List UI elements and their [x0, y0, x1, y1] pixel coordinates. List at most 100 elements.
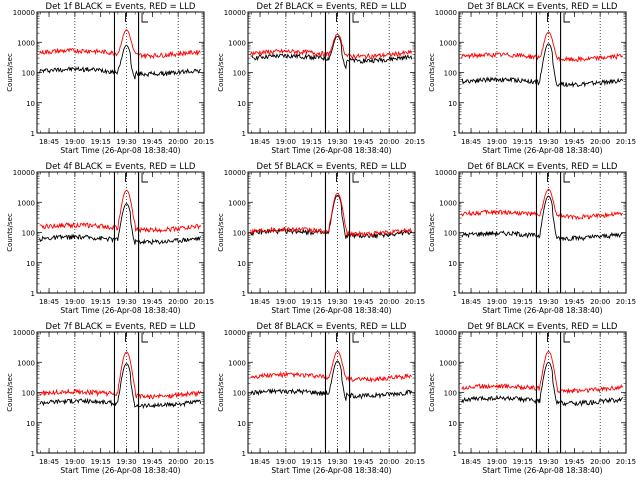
y-tick-label: 10000: [13, 9, 35, 17]
y-tick-label: 100: [444, 70, 457, 78]
y-tick-label: 100: [22, 70, 35, 78]
x-tick-label: 20:00: [168, 458, 188, 466]
x-tick-label: 20:15: [194, 298, 214, 306]
y-tick-label: 10000: [435, 329, 457, 337]
x-tick-label: 18:45: [39, 298, 59, 306]
x-tick-label: 19:30: [327, 138, 347, 146]
x-tick-label: 18:45: [250, 298, 270, 306]
bracket-mark: [352, 173, 360, 183]
y-tick-label: 100: [22, 390, 35, 398]
bracket-mark: [563, 333, 571, 343]
x-tick-label: 19:15: [513, 458, 533, 466]
bracket-mark: [141, 173, 149, 183]
x-axis-label: Start Time (26-Apr-08 18:38:40): [271, 146, 391, 155]
y-tick-label: 1: [453, 130, 457, 138]
x-tick-label: 19:00: [65, 458, 85, 466]
y-tick-label: 1000: [17, 39, 35, 47]
plot-frame: [247, 11, 416, 134]
series-line-lld: [250, 33, 413, 60]
x-tick-label: 20:15: [194, 458, 214, 466]
x-tick-label: 20:00: [168, 138, 188, 146]
plot-frame: [458, 11, 627, 134]
chart-title: Det 9f BLACK = Events, RED = LLD: [468, 322, 618, 332]
y-tick-label: 1: [31, 450, 35, 458]
chart-panel-2: Det 2f BLACK = Events, RED = LLD Counts/s…: [217, 2, 425, 155]
x-tick-label: 19:45: [564, 458, 584, 466]
x-tick-label: 20:15: [405, 138, 425, 146]
x-axis-label: Start Time (26-Apr-08 18:38:40): [482, 466, 602, 475]
plot-frame: [458, 331, 627, 454]
bracket-mark: [563, 13, 571, 23]
y-axis-label: Counts/sec: [217, 213, 225, 252]
x-tick-label: 19:00: [487, 298, 507, 306]
series-line-events: [39, 363, 202, 410]
y-tick-label: 100: [444, 230, 457, 238]
chart-panel-3: Det 3f BLACK = Events, RED = LLD Counts/s…: [428, 2, 636, 155]
x-tick-label: 19:45: [564, 298, 584, 306]
x-tick-label: 18:45: [39, 458, 59, 466]
x-tick-label: 19:15: [302, 298, 322, 306]
plot-frame: [247, 171, 416, 294]
y-tick-label: 10: [26, 260, 35, 268]
x-tick-label: 19:15: [513, 298, 533, 306]
y-tick-label: 10000: [13, 169, 35, 177]
series-line-lld: [250, 192, 413, 238]
x-tick-label: 20:15: [405, 298, 425, 306]
y-tick-label: 10: [26, 420, 35, 428]
chart-panel-9: Det 9f BLACK = Events, RED = LLD Counts/s…: [428, 322, 636, 475]
x-tick-label: 19:30: [116, 138, 136, 146]
chart-panel-4: Det 4f BLACK = Events, RED = LLD Counts/s…: [6, 162, 214, 315]
plot-frame: [247, 331, 416, 454]
series-line-lld: [461, 31, 624, 63]
x-tick-label: 19:15: [302, 458, 322, 466]
x-tick-label: 19:30: [538, 458, 558, 466]
x-tick-label: 18:45: [250, 138, 270, 146]
x-tick-label: 19:00: [487, 138, 507, 146]
plot-frame: [36, 171, 205, 294]
plot-frame: [36, 11, 205, 134]
x-tick-label: 19:30: [538, 138, 558, 146]
x-tick-label: 19:45: [142, 138, 162, 146]
y-axis-label: Counts/sec: [428, 213, 436, 252]
plot-frame: [458, 171, 627, 294]
y-tick-label: 10: [237, 100, 246, 108]
y-tick-label: 10: [237, 420, 246, 428]
y-tick-label: 1000: [228, 359, 246, 367]
x-tick-label: 19:45: [353, 458, 373, 466]
y-tick-label: 1000: [439, 199, 457, 207]
y-tick-label: 1: [242, 290, 246, 298]
x-axis-label: Start Time (26-Apr-08 18:38:40): [482, 306, 602, 315]
x-axis-label: Start Time (26-Apr-08 18:38:40): [60, 306, 180, 315]
y-tick-label: 10: [448, 100, 457, 108]
y-tick-label: 1000: [439, 39, 457, 47]
chart-title: Det 5f BLACK = Events, RED = LLD: [257, 162, 407, 172]
series-line-lld: [461, 188, 623, 221]
y-tick-label: 10: [448, 420, 457, 428]
y-tick-label: 10: [237, 260, 246, 268]
chart-panel-7: Det 7f BLACK = Events, RED = LLD Counts/s…: [6, 322, 214, 475]
x-tick-label: 18:45: [461, 138, 481, 146]
y-axis-label: Counts/sec: [217, 373, 225, 412]
x-tick-label: 19:15: [513, 138, 533, 146]
x-tick-label: 19:00: [487, 458, 507, 466]
x-tick-label: 20:00: [379, 138, 399, 146]
y-tick-label: 100: [233, 390, 246, 398]
y-axis-label: Counts/sec: [217, 53, 225, 92]
series-line-events: [461, 361, 624, 407]
series-line-lld: [39, 351, 202, 400]
series-line-events: [461, 195, 623, 242]
y-tick-label: 1000: [439, 359, 457, 367]
x-tick-label: 19:30: [116, 298, 136, 306]
chart-panel-1: Det 1f BLACK = Events, RED = LLD Counts/s…: [6, 2, 214, 155]
x-tick-label: 20:00: [379, 298, 399, 306]
y-tick-label: 1: [242, 130, 246, 138]
x-tick-label: 18:45: [461, 458, 481, 466]
x-tick-label: 20:15: [194, 138, 214, 146]
y-tick-label: 1: [31, 290, 35, 298]
chart-panel-8: Det 8f BLACK = Events, RED = LLD Counts/s…: [217, 322, 425, 475]
y-axis-label: Counts/sec: [428, 373, 436, 412]
y-tick-label: 100: [233, 70, 246, 78]
x-tick-label: 19:00: [65, 298, 85, 306]
y-tick-label: 10: [448, 260, 457, 268]
